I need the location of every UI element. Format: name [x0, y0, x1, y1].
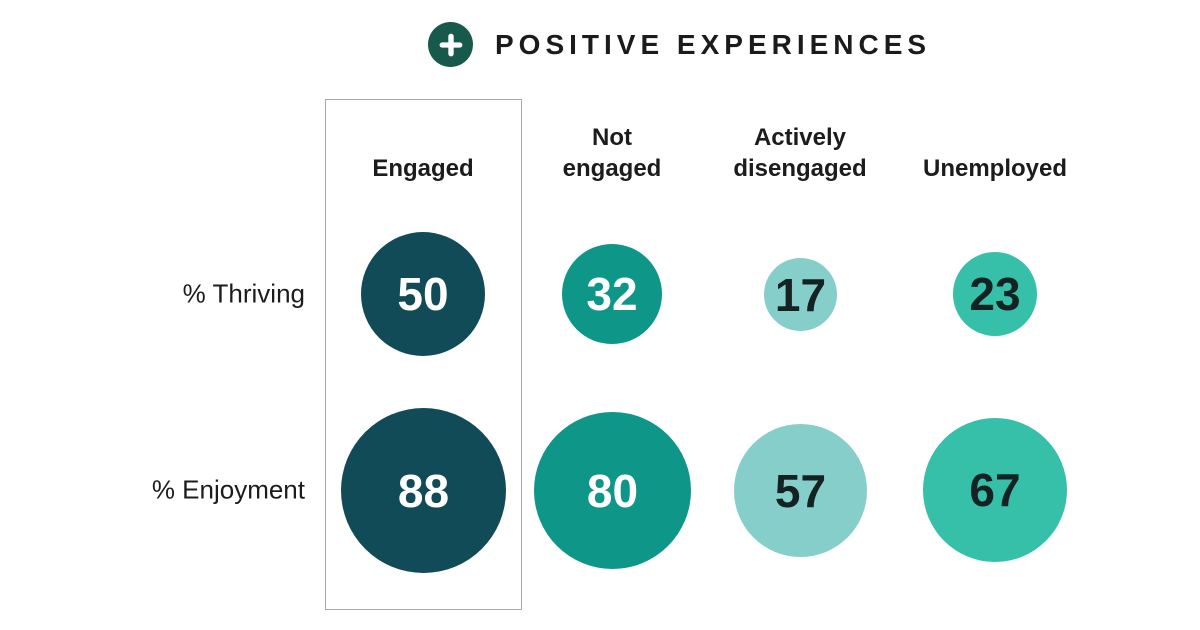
bubble-value: 88 — [397, 464, 450, 517]
bubble-thriving-unemployed: 23 — [953, 252, 1037, 336]
bubble-value: 23 — [969, 268, 1021, 320]
bubble-thriving-engaged: 50 — [361, 232, 485, 356]
bubble-value: 57 — [774, 464, 827, 517]
column-header-unemployed: Unemployed — [922, 155, 1068, 182]
bubble-value: 17 — [774, 268, 827, 321]
row-label-thriving: % Thriving — [182, 278, 305, 309]
engaged-column-highlight-box — [325, 99, 522, 610]
column-header-actively-disengaged: Actively disengaged — [733, 124, 867, 182]
bubble-thriving-not-engaged: 32 — [562, 244, 662, 344]
bubble-value: 80 — [586, 464, 639, 517]
bubble-value: 50 — [397, 268, 449, 320]
row-label-enjoyment: % Enjoyment — [151, 474, 305, 505]
bubble-enjoyment-unemployed: 67 — [923, 418, 1067, 562]
bubble-value: 32 — [586, 268, 638, 320]
bubble-enjoyment-actively-disengaged: 57 — [734, 424, 867, 557]
column-header-engaged: Engaged — [372, 155, 474, 182]
bubble-value: 67 — [969, 464, 1021, 516]
chart-header: POSITIVE EXPERIENCES — [428, 22, 931, 67]
bubble-enjoyment-engaged: 88 — [341, 408, 506, 573]
plus-icon — [428, 22, 473, 67]
chart-title: POSITIVE EXPERIENCES — [495, 28, 932, 60]
column-header-not-engaged: Not engaged — [562, 124, 662, 182]
bubble-thriving-actively-disengaged: 17 — [764, 258, 837, 331]
bubble-enjoyment-not-engaged: 80 — [534, 412, 691, 569]
